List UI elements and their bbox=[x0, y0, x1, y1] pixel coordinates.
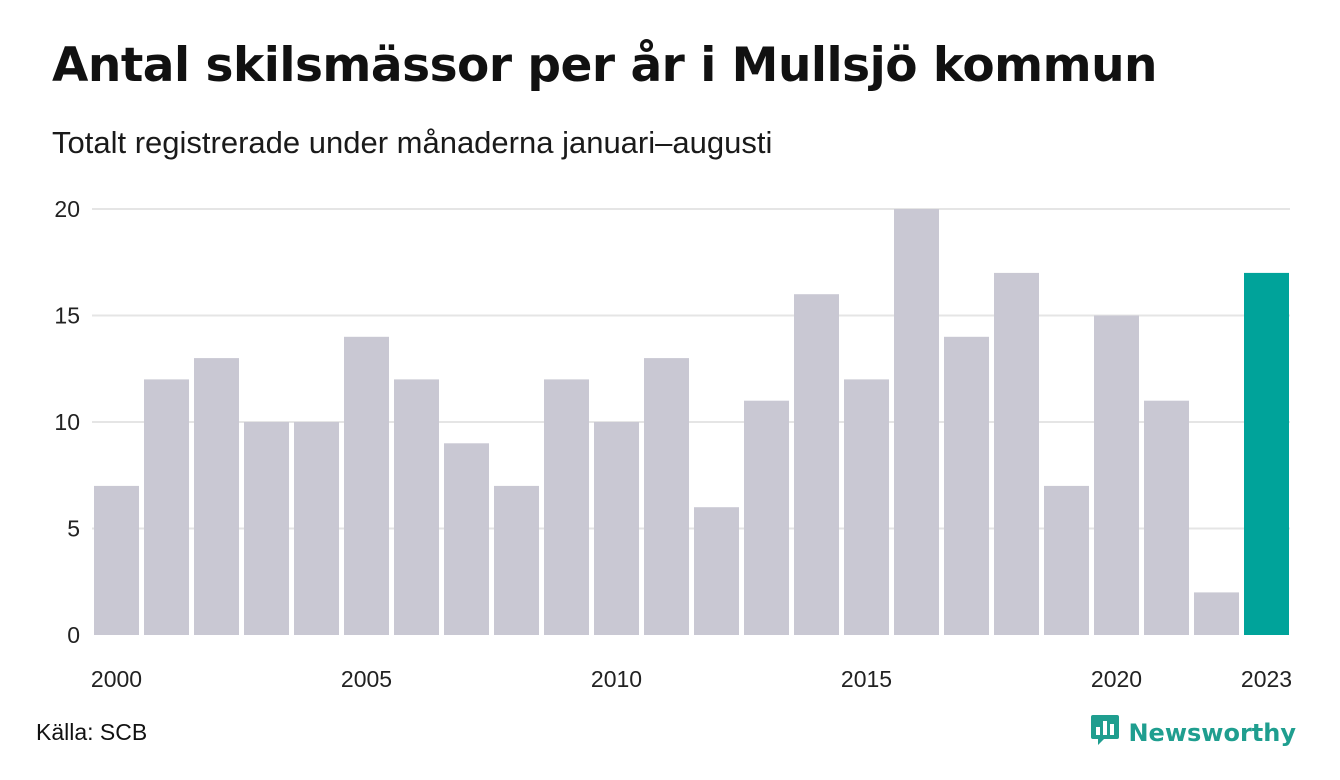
newsworthy-logo-icon bbox=[1090, 713, 1120, 752]
x-tick-label: 2010 bbox=[591, 666, 642, 692]
bar bbox=[894, 209, 939, 635]
bar-highlight bbox=[1244, 272, 1289, 635]
bar bbox=[744, 400, 789, 635]
y-tick-label: 0 bbox=[67, 622, 80, 648]
bars bbox=[94, 209, 1289, 635]
x-tick-label: 2020 bbox=[1091, 666, 1142, 692]
chart-title: Antal skilsmässor per år i Mullsjö kommu… bbox=[52, 38, 1158, 93]
bar bbox=[244, 422, 289, 635]
x-tick-label: 2023 bbox=[1241, 666, 1292, 692]
bar bbox=[944, 336, 989, 635]
bar bbox=[294, 422, 339, 635]
bar bbox=[1094, 315, 1139, 635]
bar bbox=[394, 379, 439, 635]
y-tick-label: 10 bbox=[54, 409, 80, 435]
y-tick-label: 5 bbox=[67, 516, 80, 542]
bar bbox=[1194, 592, 1239, 635]
gridlines bbox=[92, 208, 1290, 530]
x-tick-label: 2015 bbox=[841, 666, 892, 692]
brand-logo: Newsworthy bbox=[1090, 713, 1296, 752]
bar bbox=[444, 443, 489, 635]
x-axis-ticks: 2000 2005 2010 2015 2020 2023 bbox=[91, 666, 1292, 692]
bar bbox=[694, 507, 739, 635]
y-tick-label: 20 bbox=[54, 196, 80, 222]
bar bbox=[1144, 400, 1189, 635]
source-note: Källa: SCB bbox=[36, 719, 148, 745]
brand-name: Newsworthy bbox=[1128, 718, 1296, 747]
bar bbox=[1044, 485, 1089, 635]
chart-subtitle: Totalt registrerade under månaderna janu… bbox=[52, 125, 773, 160]
bar bbox=[94, 485, 139, 635]
bar bbox=[194, 358, 239, 635]
bar bbox=[644, 358, 689, 635]
y-axis-ticks: 0 5 10 15 20 bbox=[54, 196, 80, 648]
bar bbox=[494, 485, 539, 635]
bar bbox=[594, 422, 639, 635]
bar bbox=[844, 379, 889, 635]
bar bbox=[144, 379, 189, 635]
y-tick-label: 15 bbox=[54, 303, 80, 329]
bar bbox=[994, 272, 1039, 635]
bar bbox=[344, 336, 389, 635]
bar bbox=[794, 294, 839, 635]
x-tick-label: 2000 bbox=[91, 666, 142, 692]
x-tick-label: 2005 bbox=[341, 666, 392, 692]
bar bbox=[544, 379, 589, 635]
